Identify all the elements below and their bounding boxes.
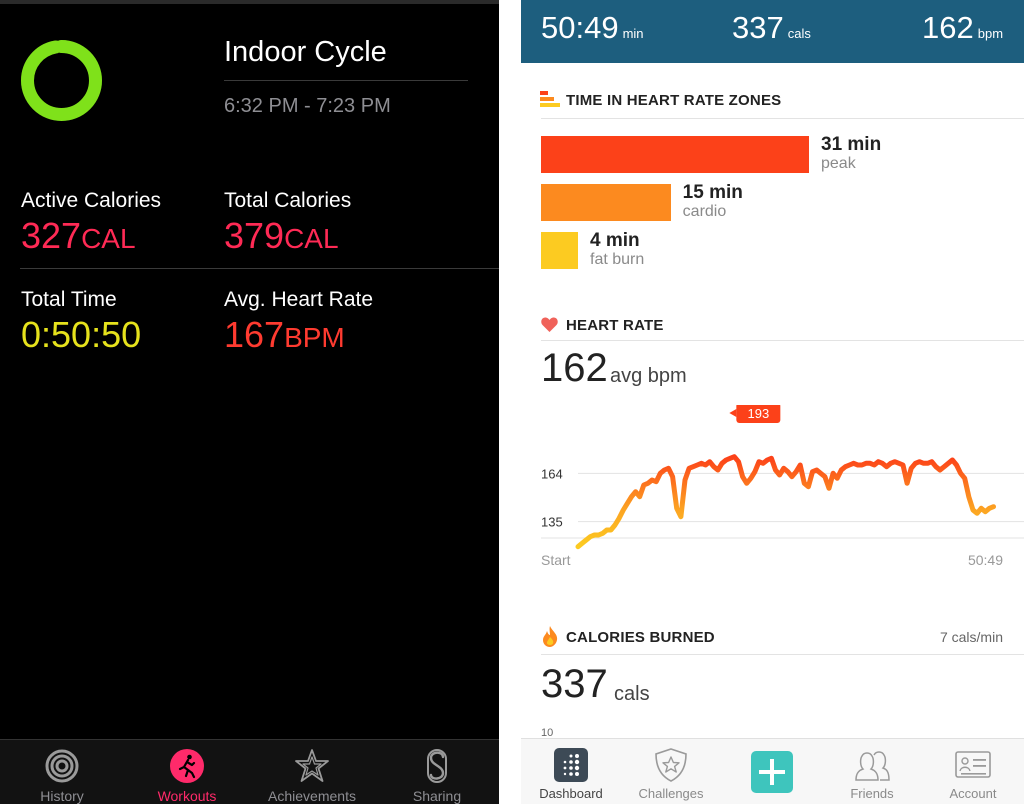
flame-icon — [543, 626, 558, 647]
avg-heart-rate-label: Avg. Heart Rate — [224, 288, 374, 311]
calories-burned-big: 337 — [541, 662, 608, 706]
x-start-label: Start — [541, 552, 571, 568]
active-calories-value: 327CAL — [21, 215, 136, 257]
peak-callout — [736, 405, 781, 423]
zone-label: cardio — [682, 203, 727, 220]
y-tick-label: 135 — [541, 515, 563, 530]
calories-burned-unit: cals — [614, 683, 650, 705]
tab-friends-label: Friends — [850, 786, 894, 801]
x-end-label: 50:49 — [968, 552, 1003, 568]
exercise-summary-header: 50:49 min 337 cals 162 bpm — [521, 0, 1024, 63]
sharing-icon — [427, 749, 447, 783]
y-tick-label: 164 — [541, 466, 563, 481]
tab-workouts-label: Workouts — [157, 788, 217, 804]
zone-label: fat burn — [590, 251, 645, 268]
plus-icon — [751, 751, 793, 793]
heart-rate-stat: 162 bpm — [922, 10, 1003, 46]
zones-bars-icon — [540, 91, 560, 107]
zone-bar-peak — [541, 136, 809, 173]
panel-separator — [499, 0, 521, 804]
tab-history[interactable]: History — [0, 740, 124, 804]
workout-time-range: 6:32 PM - 7:23 PM — [224, 95, 391, 117]
tab-dashboard-label: Dashboard — [539, 786, 603, 801]
zones-section-title: TIME IN HEART RATE ZONES — [566, 92, 782, 109]
fitbit-exercise-panel: 50:49 min 337 cals 162 bpm TIME IN HEART RA… — [521, 0, 1024, 804]
zone-label: peak — [821, 155, 856, 172]
star-shield-icon — [655, 748, 687, 782]
avg-heart-rate-big: 162 — [541, 346, 608, 390]
heart-rate-section-title: HEART RATE — [566, 317, 664, 334]
calories-value: 337 — [732, 10, 784, 45]
tab-challenges-label: Challenges — [638, 786, 704, 801]
star-badge-icon — [295, 749, 329, 782]
heart-rate-unit: bpm — [977, 26, 1004, 41]
heart-rate-value: 162 — [922, 10, 974, 45]
running-figure-icon — [170, 749, 204, 783]
id-card-icon — [955, 751, 991, 778]
total-calories-value: 379CAL — [224, 215, 339, 257]
total-calories-number: 379 — [224, 215, 285, 256]
zone-minutes: 4 min — [590, 230, 640, 251]
tab-account[interactable]: Account — [923, 739, 1023, 804]
calories-unit: cals — [787, 26, 811, 41]
activity-tab-bar: History Workouts Achievements Sharing — [0, 739, 499, 804]
activity-workout-panel: Indoor Cycle 6:32 PM - 7:23 PM Active Ca… — [0, 0, 499, 804]
tab-challenges[interactable]: Challenges — [621, 739, 721, 804]
tab-sharing-label: Sharing — [412, 788, 462, 804]
history-rings-icon — [45, 749, 79, 783]
log-add-button[interactable] — [722, 739, 822, 804]
tab-friends[interactable]: Friends — [822, 739, 922, 804]
active-calories-label: Active Calories — [21, 189, 162, 212]
zone-bar-cardio — [541, 184, 671, 221]
total-calories-unit: CAL — [284, 223, 339, 254]
tab-account-label: Account — [949, 786, 997, 801]
avg-heart-rate-unit: avg bpm — [610, 365, 687, 387]
total-time-number: 0:50:50 — [21, 314, 142, 355]
avg-heart-rate-number: 167 — [224, 314, 285, 355]
tab-sharing[interactable]: Sharing — [375, 740, 499, 804]
active-calories-unit: CAL — [81, 223, 136, 254]
tab-achievements[interactable]: Achievements — [250, 740, 374, 804]
total-time-value: 0:50:50 — [21, 314, 141, 356]
status-strip — [0, 0, 499, 4]
heart-rate-chart: 164 135 193 Start 50:49 — [541, 405, 1024, 568]
calories-rate: 7 cals/min — [939, 629, 1003, 645]
tab-history-label: History — [40, 788, 84, 804]
avg-heart-rate-unit: BPM — [284, 322, 345, 353]
duration-value: 50:49 — [541, 10, 619, 45]
friends-icon — [855, 751, 890, 781]
stats-divider — [20, 268, 499, 269]
workout-title: Indoor Cycle — [224, 36, 387, 68]
tab-achievements-label: Achievements — [268, 788, 356, 804]
heart-icon — [541, 317, 558, 332]
fitbit-tab-bar: Dashboard Challenges Friends — [521, 738, 1024, 804]
duration-stat: 50:49 min — [541, 10, 644, 46]
peak-label: 193 — [747, 406, 769, 421]
fitbit-dots-icon — [554, 748, 588, 782]
tab-workouts[interactable]: Workouts — [125, 740, 249, 804]
activity-ring-icon — [21, 40, 102, 121]
zone-minutes: 31 min — [821, 134, 882, 155]
zone-minutes: 15 min — [682, 182, 743, 203]
avg-heart-rate-value: 167BPM — [224, 314, 345, 356]
duration-unit: min — [622, 26, 644, 41]
tab-dashboard[interactable]: Dashboard — [521, 739, 621, 804]
total-calories-label: Total Calories — [224, 189, 352, 212]
zone-bar-fat-burn — [541, 232, 578, 269]
zones-divider — [541, 118, 1024, 119]
calories-axis-tick: 10 — [541, 727, 554, 739]
title-divider — [224, 80, 468, 81]
calories-stat: 337 cals — [732, 10, 811, 46]
calories-divider — [541, 654, 1024, 655]
peak-callout-pointer — [729, 409, 737, 417]
active-calories-number: 327 — [21, 215, 82, 256]
total-time-label: Total Time — [21, 288, 117, 311]
calories-section-title: CALORIES BURNED — [566, 629, 715, 646]
heart-rate-divider — [541, 340, 1024, 341]
heart-rate-line — [575, 454, 996, 550]
